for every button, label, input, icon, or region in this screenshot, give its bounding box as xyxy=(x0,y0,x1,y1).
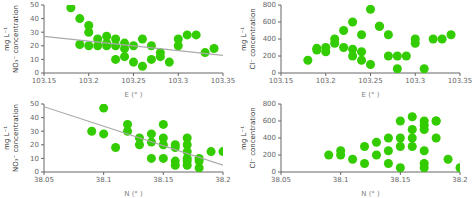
svg-text:0: 0 xyxy=(35,168,39,176)
svg-text:400: 400 xyxy=(263,134,276,142)
svg-text:20: 20 xyxy=(30,141,39,149)
svg-text:38.1: 38.1 xyxy=(96,176,112,184)
svg-text:400: 400 xyxy=(263,35,276,43)
svg-text:38.2: 38.2 xyxy=(452,176,466,184)
svg-text:38.15: 38.15 xyxy=(390,176,410,184)
svg-text:N (° ): N (° ) xyxy=(124,190,143,198)
svg-text:50: 50 xyxy=(30,100,39,108)
svg-text:38.05: 38.05 xyxy=(34,176,54,184)
svg-text:0: 0 xyxy=(272,168,276,176)
svg-text:103.25: 103.25 xyxy=(358,77,383,85)
svg-text:10: 10 xyxy=(30,155,39,163)
svg-text:30: 30 xyxy=(30,128,39,136)
svg-text:800: 800 xyxy=(263,100,276,108)
svg-text:103.15: 103.15 xyxy=(32,77,57,85)
svg-text:38.05: 38.05 xyxy=(271,176,291,184)
svg-text:E (° ): E (° ) xyxy=(362,91,380,99)
svg-text:200: 200 xyxy=(263,52,276,60)
svg-text:10: 10 xyxy=(30,56,39,64)
svg-text:103.3: 103.3 xyxy=(405,77,425,85)
svg-text:103.3: 103.3 xyxy=(168,77,188,85)
svg-text:103.35: 103.35 xyxy=(211,77,236,85)
svg-text:103.35: 103.35 xyxy=(448,77,466,85)
svg-text:103.2: 103.2 xyxy=(316,77,336,85)
svg-text:800: 800 xyxy=(263,1,276,9)
svg-text:103.2: 103.2 xyxy=(79,77,99,85)
svg-text:30: 30 xyxy=(30,29,39,37)
svg-text:103.15: 103.15 xyxy=(269,77,294,85)
svg-text:mg L⁻¹Cl⁻ concentration: mg L⁻¹Cl⁻ concentration xyxy=(240,107,257,168)
svg-text:0: 0 xyxy=(35,69,39,77)
svg-text:mg L⁻¹NO₃⁻ concentration: mg L⁻¹NO₃⁻ concentration xyxy=(8,104,20,172)
svg-text:40: 40 xyxy=(30,114,39,122)
svg-text:600: 600 xyxy=(263,117,276,125)
svg-text:103.25: 103.25 xyxy=(121,77,146,85)
svg-text:N (° ): N (° ) xyxy=(361,190,380,198)
svg-text:mg L⁻¹Cl⁻ concentration: mg L⁻¹Cl⁻ concentration xyxy=(240,8,257,69)
svg-text:40: 40 xyxy=(30,15,39,23)
svg-text:E (° ): E (° ) xyxy=(125,91,143,99)
svg-text:600: 600 xyxy=(263,18,276,26)
svg-text:38.15: 38.15 xyxy=(153,176,173,184)
svg-text:38.1: 38.1 xyxy=(333,176,349,184)
svg-text:38.2: 38.2 xyxy=(215,176,231,184)
svg-text:mg L⁻¹NO₃⁻ concentration: mg L⁻¹NO₃⁻ concentration xyxy=(8,5,20,73)
svg-text:200: 200 xyxy=(263,151,276,159)
svg-text:20: 20 xyxy=(30,42,39,50)
svg-text:0: 0 xyxy=(272,69,276,77)
svg-text:50: 50 xyxy=(30,1,39,9)
